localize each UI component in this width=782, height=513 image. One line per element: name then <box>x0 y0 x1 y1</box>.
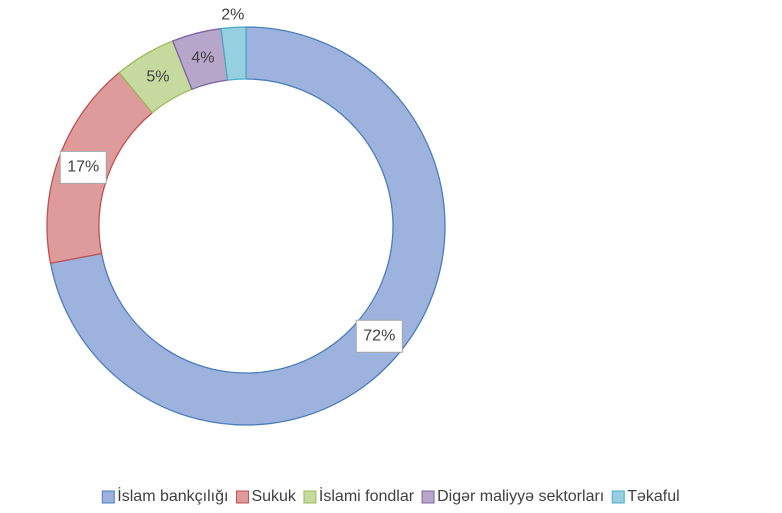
legend-swatch <box>611 490 625 504</box>
data-label: 72% <box>363 327 395 344</box>
donut-segment <box>220 26 247 81</box>
legend-label: Təkaful <box>627 488 679 505</box>
data-label-box <box>355 319 403 353</box>
data-label-box <box>59 150 107 184</box>
legend-label: İslam bankçılığı <box>117 486 228 505</box>
legend-swatch <box>235 490 249 504</box>
data-label: 17% <box>67 159 99 176</box>
legend-swatch <box>421 490 435 504</box>
legend: İslam bankçılığı Sukuk İslami fondlar Digər… <box>101 486 680 505</box>
legend-swatch <box>101 490 115 504</box>
data-label: 2% <box>221 7 244 24</box>
legend-label: İslami fondlar <box>319 486 415 505</box>
data-label: 5% <box>146 68 169 85</box>
legend-label: Sukuk <box>251 488 296 505</box>
donut-segment <box>49 26 446 426</box>
legend-swatch <box>303 490 317 504</box>
data-label: 4% <box>191 50 214 67</box>
legend-label: Digər maliyyə sektorları <box>437 488 604 505</box>
